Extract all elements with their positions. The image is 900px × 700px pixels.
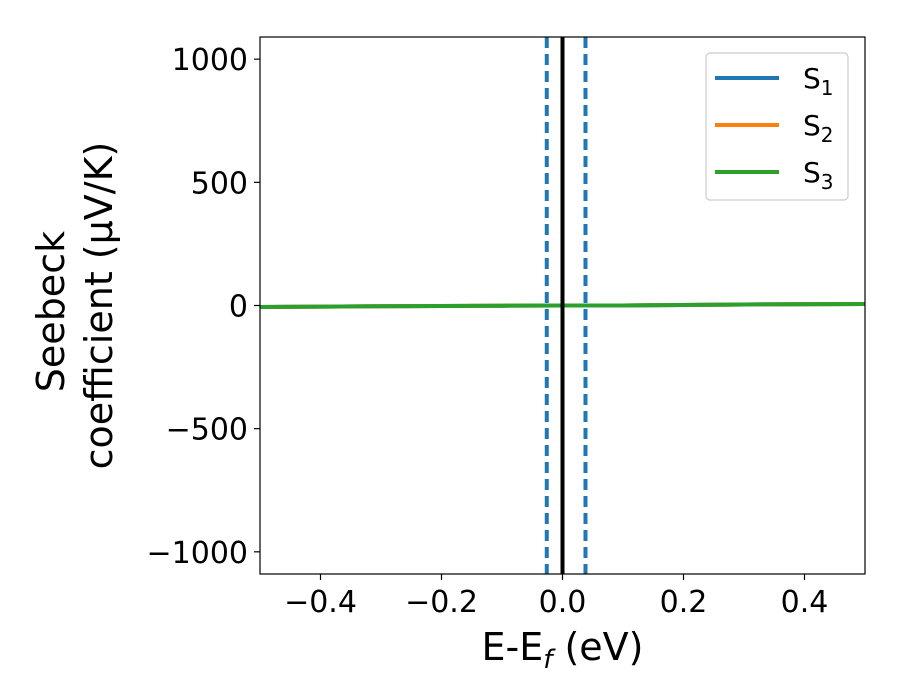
x-axis-label: E-Ef (eV) <box>482 625 644 675</box>
y-axis-label: Seebeck coefficient (μV/K) <box>29 142 121 470</box>
vertical-lines-layer <box>544 37 588 574</box>
y-tick-label: 1000 <box>172 43 248 78</box>
legend-label-s3: S3 <box>803 156 834 194</box>
y-tick-label: 500 <box>191 166 248 201</box>
y-axis-label-line1: Seebeck <box>29 231 73 392</box>
y-tick-label: 0 <box>229 290 248 325</box>
x-tick-label: 0.0 <box>539 585 587 620</box>
y-axis-label-line2: coefficient (μV/K) <box>77 142 121 470</box>
y-tick-label: −1000 <box>147 536 248 571</box>
ticks-layer: −0.4 −0.2 0.0 0.2 0.4 1000 500 0 −500 −1000 <box>147 43 829 620</box>
legend: S1 S2 S3 <box>705 52 849 201</box>
legend-label-s1: S1 <box>803 62 834 100</box>
x-tick-label: 0.4 <box>781 585 829 620</box>
x-tick-label: −0.4 <box>284 585 357 620</box>
x-tick-label: −0.2 <box>405 585 478 620</box>
legend-label-s2: S2 <box>803 109 834 147</box>
x-tick-label: 0.2 <box>660 585 708 620</box>
x-axis-label-main: E-E <box>482 625 544 669</box>
x-axis-label-rest: (eV) <box>552 625 643 669</box>
y-tick-label: −500 <box>166 413 248 448</box>
